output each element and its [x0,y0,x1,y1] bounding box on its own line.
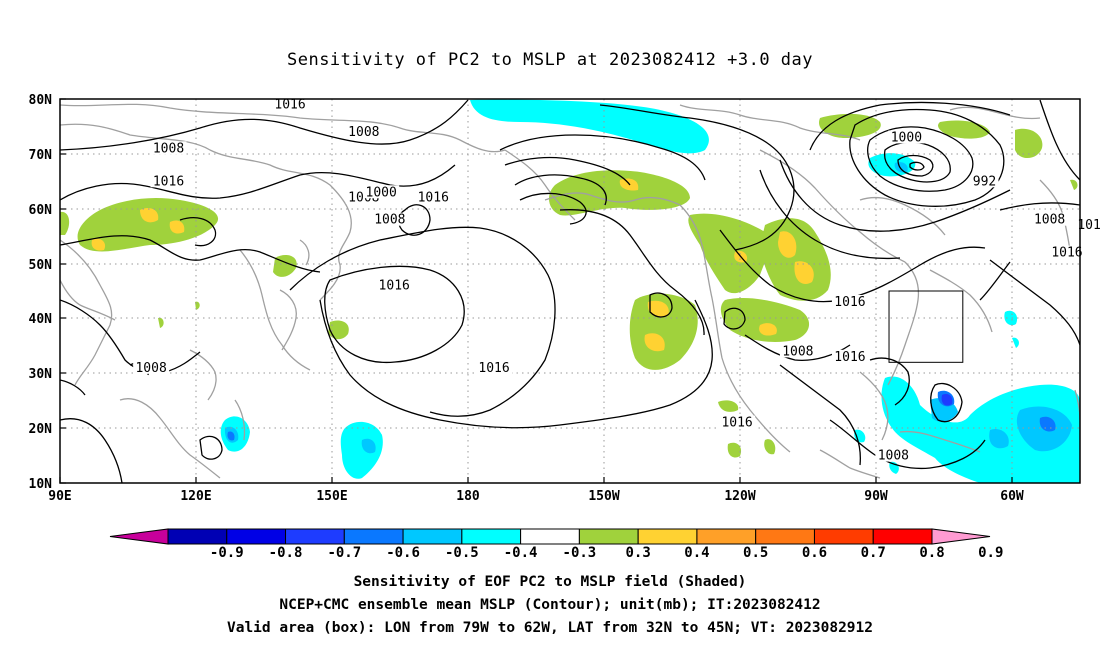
colorbar-label: 0.4 [684,545,709,561]
colorbar-label: -0.5 [445,545,479,561]
colorbar-segment [461,528,522,545]
contour-label: 1016 [834,295,865,310]
contour-label: 1016 [418,191,449,206]
lat-tick-label: 30N [29,367,53,382]
contour-label-background [831,349,868,363]
contour-label: 1000 [366,185,397,200]
colorbar-segment [167,528,228,545]
colorbar-label: -0.3 [563,545,597,561]
lon-tick-label: 150W [588,489,619,504]
contour-label: 1016 [153,174,184,189]
lon-axis-labels: 90E 120E 150E 180 150W 120W 90W 60W [48,489,1024,504]
colorbar-segment [343,528,404,545]
lon-tick-label: 120W [724,489,755,504]
contour-label-background [1075,218,1100,232]
lat-tick-label: 60N [29,203,53,218]
page-title: Sensitivity of PC2 to MSLP at 2023082412… [286,50,813,70]
contour-label-background [719,415,756,429]
colorbar-label: 0.9 [978,545,1003,561]
contour-label: 1016 [1051,246,1082,261]
lat-tick-label: 70N [29,148,53,163]
contour-label: 1016 [478,361,509,376]
colorbar-label: -0.4 [504,545,538,561]
colorbar-label: -0.7 [327,545,361,561]
lat-tick-label: 50N [29,258,53,273]
lat-tick-label: 80N [29,93,53,108]
colorbar-label: 0.3 [626,545,651,561]
contour-label-background [888,130,925,144]
contour-label: 1000 [891,130,922,145]
colorbar-segment [872,528,933,545]
contour-label: 1008 [348,125,379,140]
contour-label-background [272,97,309,111]
contour-label: 1008 [374,213,405,228]
contour-label-background [150,174,187,188]
colorbar-label: -0.6 [386,545,420,561]
lat-tick-label: 10N [29,477,53,492]
contour-label-background [371,212,408,226]
coastlines [60,103,1080,479]
lon-tick-label: 120E [180,489,211,504]
colorbar-high-end [931,528,991,545]
colorbar-label: -0.9 [210,545,244,561]
contour-label-background [875,448,912,462]
lon-tick-label: 90W [864,489,888,504]
colorbar-label: 0.5 [743,545,768,561]
colorbar-segment [696,528,757,545]
contour-label: 1016 [274,97,305,112]
contour-label: 1016 [721,416,752,431]
lat-tick-label: 20N [29,422,53,437]
colorbar-segment [637,528,698,545]
contour-label-background [363,185,400,199]
valid-area-box [888,290,964,363]
colorbar-label: 0.8 [919,545,944,561]
contour-label-background [133,360,170,374]
lon-tick-label: 60W [1000,489,1024,504]
contour-label: 1008 [1034,213,1065,228]
colorbar-low-end [109,528,169,545]
contour-label: 1008 [782,344,813,359]
contour-label-background [779,344,816,358]
caption-valid-area: Valid area (box): LON from 79W to 62W, L… [226,620,873,636]
colorbar-label: 0.7 [861,545,886,561]
colorbar-segment [285,528,345,545]
plot-frame [59,98,1081,484]
lon-tick-label: 150E [316,489,347,504]
contour-label-background [376,278,413,292]
contour-label: 1008 [135,361,166,376]
lon-tick-label: 180 [456,489,480,504]
contour-label-background [831,294,868,308]
caption-contour: NCEP+CMC ensemble mean MSLP (Contour); u… [279,597,821,613]
lat-tick-label: 40N [29,312,53,327]
contour-label-background [1031,212,1068,226]
caption-shading: Sensitivity of EOF PC2 to MSLP field (Sh… [353,574,747,590]
colorbar-segment [520,528,580,545]
contour-label: 992 [973,174,996,189]
contour-label-background [1048,245,1085,259]
lon-tick-label: 90E [48,489,71,504]
colorbar: -0.9 -0.8 -0.7 -0.6 -0.5 -0.4 -0.3 0.3 0.4 0.5 0.6… [109,528,1003,561]
contour-label-background [476,360,513,374]
contour-label: 1016 [1077,218,1100,233]
contour-label: 1008 [153,141,184,156]
colorbar-segment [578,528,639,545]
tick-marks [59,98,1013,484]
colorbar-segment [226,528,287,545]
colorbar-label: -0.8 [269,545,303,561]
contour-label: 1016 [379,279,410,294]
contour-label-background [150,141,187,155]
contour-label-background [345,124,382,138]
contour-label: 1016 [834,350,865,365]
colorbar-label: 0.6 [802,545,827,561]
colorbar-segment [402,528,463,545]
lat-axis-labels: 80N 70N 60N 50N 40N 30N 20N 10N [29,93,53,492]
contour-labels: 1016 1008 1008 1016 1008 1000 1008 1016 1000 992 1… [133,97,1100,464]
contour-label: 1008 [878,449,909,464]
contour-label-background [415,190,452,204]
colorbar-segment [755,528,815,545]
colorbar-segment [813,528,874,545]
contour-label-background [970,174,999,188]
